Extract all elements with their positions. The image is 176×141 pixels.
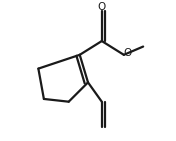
- Text: O: O: [98, 2, 106, 12]
- Text: O: O: [124, 49, 132, 59]
